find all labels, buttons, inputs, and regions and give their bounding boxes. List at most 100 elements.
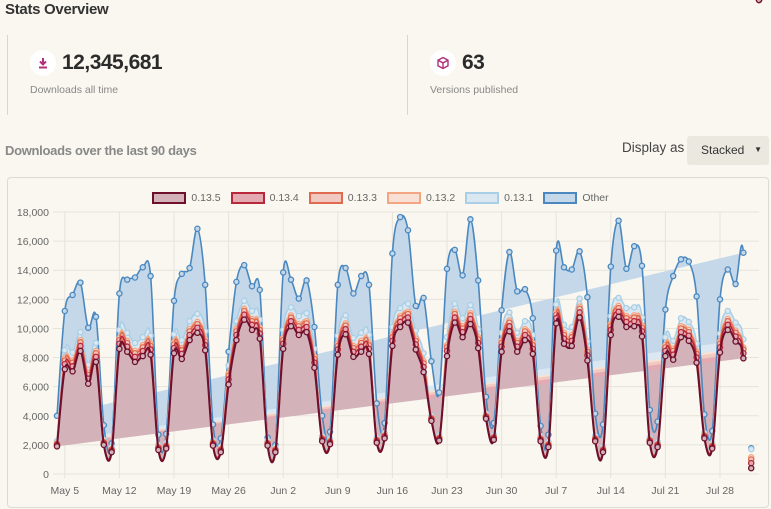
x-tick-label: Jul 7 xyxy=(545,485,567,497)
point-0-13-5 xyxy=(435,437,443,444)
point-0-13-4 xyxy=(404,314,412,321)
point-0-13-5 xyxy=(326,440,334,448)
point-Other xyxy=(311,323,318,331)
point-0-13-4 xyxy=(131,353,139,361)
point-0-13-1 xyxy=(248,307,256,315)
point-Other xyxy=(396,213,404,221)
point-Other xyxy=(716,296,724,303)
point-0-13-5 xyxy=(568,342,576,350)
point-Other xyxy=(638,262,646,270)
point-0-13-1 xyxy=(295,312,303,320)
point-0-13-5 xyxy=(92,358,100,366)
legend-item[interactable]: 0.13.3 xyxy=(308,192,377,204)
legend-label: 0.13.4 xyxy=(269,192,299,204)
point-Other xyxy=(467,216,474,223)
point-Other xyxy=(412,302,420,310)
point-0-13-1 xyxy=(178,336,186,344)
point-0-13-4 xyxy=(724,321,732,329)
point-0-13-5 xyxy=(428,417,435,425)
y-tick-label: 14,000 xyxy=(17,265,49,277)
point-0-13-5 xyxy=(225,381,232,388)
point-0-13-5 xyxy=(732,338,739,345)
point-0-13-1 xyxy=(623,304,630,312)
point-0-13-5 xyxy=(638,333,646,340)
legend-item[interactable]: 0.13.1 xyxy=(465,192,533,204)
point-Other xyxy=(131,274,139,281)
point-0-13-5 xyxy=(521,336,529,344)
point-0-13-5 xyxy=(61,365,69,373)
point-Other xyxy=(560,264,568,271)
legend-item[interactable]: Other xyxy=(543,192,609,204)
point-0-13-1 xyxy=(92,339,100,347)
point-0-13-5 xyxy=(131,358,139,366)
point-0-13-5 xyxy=(311,364,318,371)
point-0-13-5 xyxy=(170,349,178,357)
point-Other xyxy=(373,400,381,407)
stat-downloads: 12,345,681 Downloads all time xyxy=(7,35,407,115)
point-0-13-1 xyxy=(61,347,69,354)
point-0-13-4 xyxy=(77,342,84,350)
point-Other xyxy=(389,250,396,257)
point-0-13-5 xyxy=(669,356,677,363)
point-0-13-5 xyxy=(342,331,349,338)
point-0-13-5 xyxy=(365,350,373,358)
legend-label: 0.13.1 xyxy=(504,192,534,204)
point-0-13-5 xyxy=(155,446,162,454)
point-0-13-5 xyxy=(108,448,115,456)
point-0-13-5 xyxy=(747,464,755,472)
point-Other xyxy=(630,242,638,250)
point-0-13-4 xyxy=(240,311,248,318)
x-tick-label: May 12 xyxy=(102,485,137,497)
x-tick-label: Jun 23 xyxy=(431,485,463,497)
point-0-13-5 xyxy=(646,439,654,446)
point-0-13-5 xyxy=(178,355,186,363)
point-0-13-5 xyxy=(100,441,108,449)
point-Other xyxy=(513,288,521,295)
point-0-13-5 xyxy=(404,319,412,326)
legend-item[interactable]: 0.13.5 xyxy=(152,192,221,204)
point-0-13-4 xyxy=(630,317,638,325)
point-0-13-5 xyxy=(116,345,123,353)
point-0-13-5 xyxy=(685,337,693,345)
point-0-13-5 xyxy=(545,443,552,451)
point-Other xyxy=(287,276,295,283)
point-0-13-5 xyxy=(279,345,287,353)
point-0-13-5 xyxy=(451,319,459,326)
legend-item[interactable]: 0.13.2 xyxy=(386,192,456,204)
point-0-13-5 xyxy=(186,336,193,344)
point-0-13-5 xyxy=(552,320,560,327)
point-Other xyxy=(350,290,357,297)
stat-versions: 63 Versions published xyxy=(407,35,767,115)
display-mode-select[interactable]: Stacked ▼ xyxy=(687,136,769,165)
legend-item[interactable]: 0.13.4 xyxy=(230,192,299,204)
point-Other xyxy=(92,313,100,321)
point-0-13-5 xyxy=(287,323,295,330)
point-Other xyxy=(529,315,537,322)
point-Other xyxy=(334,281,342,289)
point-Other xyxy=(139,264,147,271)
point-Other xyxy=(474,277,482,284)
point-0-13-1 xyxy=(724,307,732,315)
point-0-13-5 xyxy=(560,340,568,347)
legend-swatch xyxy=(543,192,578,204)
point-Other xyxy=(194,225,201,232)
point-Other xyxy=(677,256,685,263)
point-0-13-5 xyxy=(716,349,724,356)
point-0-13-5 xyxy=(84,380,92,388)
x-tick-label: May 5 xyxy=(51,485,80,497)
x-tick-label: May 26 xyxy=(211,485,246,497)
point-0-13-5 xyxy=(350,353,357,361)
point-Other xyxy=(428,357,435,365)
point-0-13-5 xyxy=(318,437,326,445)
point-Other xyxy=(279,269,287,276)
point-0-13-5 xyxy=(357,348,365,355)
legend-label: 0.13.2 xyxy=(425,192,456,204)
point-0-13-1 xyxy=(677,315,685,322)
point-Other xyxy=(303,277,310,284)
y-tick-label: 18,000 xyxy=(17,207,49,219)
point-Other xyxy=(240,261,248,269)
point-0-13-5 xyxy=(373,439,381,446)
point-Other xyxy=(420,294,427,302)
chevron-down-icon: ▼ xyxy=(754,145,762,154)
point-0-13-1 xyxy=(342,312,349,319)
